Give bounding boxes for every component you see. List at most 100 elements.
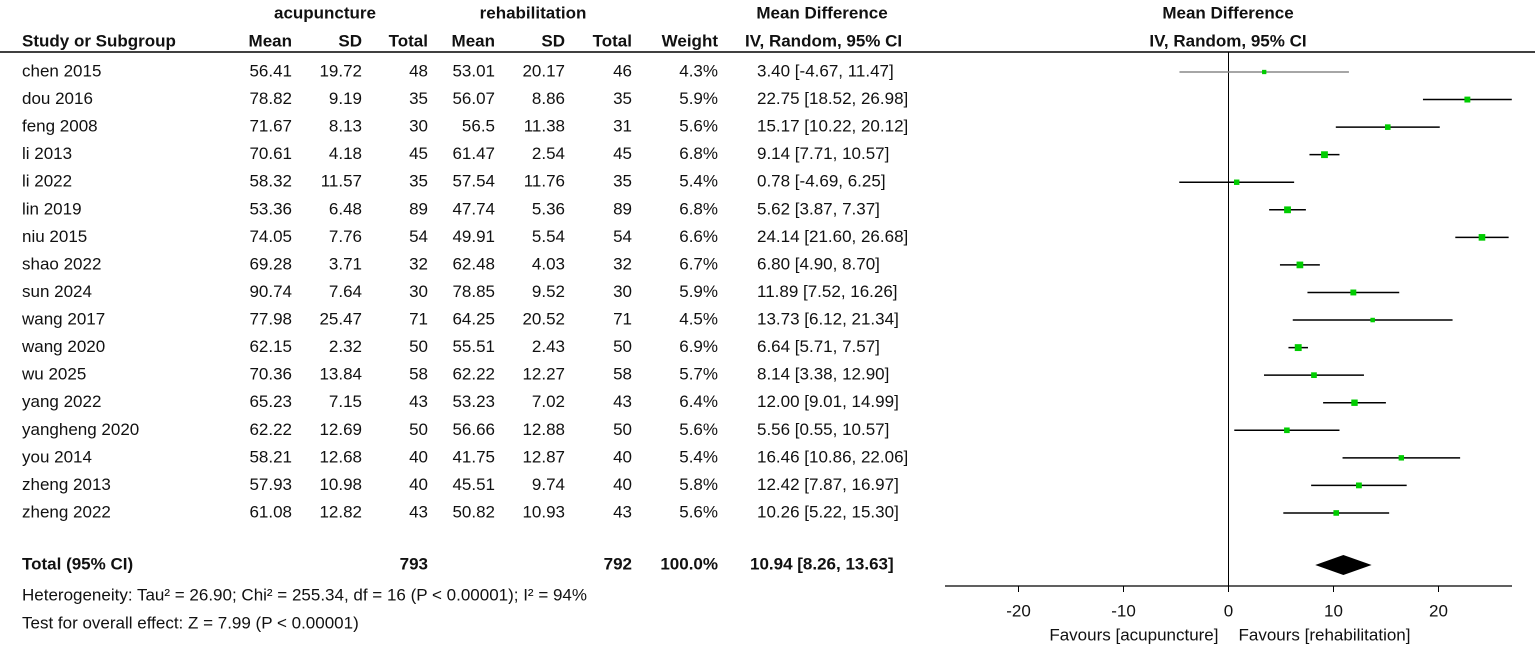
acu-cell: 19.72 <box>319 61 362 80</box>
reh-cell: 12.27 <box>522 365 565 384</box>
weight-label: 6.6% <box>679 227 718 246</box>
weight-label: 5.6% <box>679 502 718 521</box>
total-label: Total (95% CI) <box>22 554 133 573</box>
reh-cell: 11.76 <box>524 172 565 191</box>
study-name: sun 2024 <box>22 282 92 301</box>
ci-label: 5.56 [0.55, 10.57] <box>757 420 889 439</box>
reh-cell: 41.75 <box>452 447 495 466</box>
acu-cell: 90.74 <box>249 282 292 301</box>
ci-label: 10.26 [5.22, 15.30] <box>757 502 899 521</box>
reh-cell: 45.51 <box>452 475 495 494</box>
ci-label: 12.42 [7.87, 16.97] <box>757 475 899 494</box>
weight-label: 5.7% <box>679 365 718 384</box>
acu-cell: 62.15 <box>249 337 292 356</box>
reh-cell: 71 <box>613 310 632 329</box>
effect-square <box>1296 261 1304 269</box>
reh-cell: 56.66 <box>452 420 495 439</box>
study-name: li 2022 <box>22 172 72 191</box>
reh-cell: 8.86 <box>532 89 565 108</box>
group-header: rehabilitation <box>480 3 587 22</box>
column-header: SD <box>541 31 565 50</box>
reh-cell: 20.52 <box>522 310 565 329</box>
reh-cell: 10.93 <box>522 502 565 521</box>
reh-cell: 40 <box>613 447 632 466</box>
ci-label: 8.14 [3.38, 12.90] <box>757 365 889 384</box>
acu-cell: 35 <box>409 89 428 108</box>
acu-cell: 58.32 <box>249 172 292 191</box>
study-name: li 2013 <box>22 144 72 163</box>
acu-cell: 32 <box>409 254 428 273</box>
reh-cell: 53.23 <box>452 392 495 411</box>
effect-square <box>1284 206 1291 214</box>
effect-square <box>1356 482 1362 489</box>
reh-cell: 2.54 <box>532 144 565 163</box>
acu-cell: 58 <box>409 365 428 384</box>
study-name: you 2014 <box>22 447 92 466</box>
ci-label: 3.40 [-4.67, 11.47] <box>757 61 894 80</box>
acu-cell: 40 <box>409 447 428 466</box>
reh-cell: 49.91 <box>452 227 495 246</box>
reh-cell: 2.43 <box>532 337 565 356</box>
column-header: Study or Subgroup <box>22 31 176 50</box>
reh-cell: 46 <box>613 61 632 80</box>
acu-cell: 58.21 <box>249 447 292 466</box>
study-name: wang 2017 <box>21 310 105 329</box>
total-reh: 792 <box>604 554 632 573</box>
favours-right: Favours [rehabilitation] <box>1239 625 1411 644</box>
column-header: Weight <box>662 31 719 50</box>
reh-cell: 43 <box>613 502 632 521</box>
reh-cell: 62.22 <box>452 365 495 384</box>
reh-cell: 64.25 <box>452 310 495 329</box>
effect-square <box>1478 234 1486 241</box>
ci-label: 16.46 [10.86, 22.06] <box>757 447 908 466</box>
effect-square <box>1311 372 1317 379</box>
study-name: dou 2016 <box>22 89 93 108</box>
weight-label: 6.9% <box>679 337 718 356</box>
acu-cell: 56.41 <box>249 61 292 80</box>
ci-label: 5.62 [3.87, 7.37] <box>757 199 880 218</box>
acu-cell: 78.82 <box>249 89 292 108</box>
acu-cell: 13.84 <box>319 365 362 384</box>
plot-header: Mean Difference <box>1162 3 1293 22</box>
reh-cell: 5.36 <box>532 199 565 218</box>
acu-cell: 12.69 <box>319 420 362 439</box>
column-header: Total <box>593 31 632 50</box>
x-tick-label: 0 <box>1224 601 1233 620</box>
column-header: Mean <box>249 31 292 50</box>
effect-square <box>1370 317 1375 323</box>
ci-label: 12.00 [9.01, 14.99] <box>757 392 899 411</box>
reh-cell: 5.54 <box>532 227 565 246</box>
overall-test: Test for overall effect: Z = 7.99 (P < 0… <box>22 613 359 632</box>
acu-cell: 30 <box>409 117 428 136</box>
effect-header: Mean Difference <box>756 3 887 22</box>
acu-cell: 7.15 <box>329 392 362 411</box>
acu-cell: 89 <box>409 199 428 218</box>
acu-cell: 35 <box>409 172 428 191</box>
acu-cell: 3.71 <box>329 254 362 273</box>
reh-cell: 62.48 <box>452 254 495 273</box>
reh-cell: 43 <box>613 392 632 411</box>
weight-label: 5.9% <box>679 282 718 301</box>
column-header: IV, Random, 95% CI <box>745 31 902 50</box>
acu-cell: 74.05 <box>249 227 292 246</box>
acu-cell: 12.82 <box>319 502 362 521</box>
acu-cell: 7.76 <box>329 227 362 246</box>
acu-cell: 45 <box>409 144 428 163</box>
acu-cell: 69.28 <box>249 254 292 273</box>
weight-label: 6.8% <box>679 144 718 163</box>
reh-cell: 53.01 <box>452 61 495 80</box>
reh-cell: 58 <box>613 365 632 384</box>
plot-header: IV, Random, 95% CI <box>1149 31 1306 50</box>
x-tick-label: -10 <box>1111 601 1136 620</box>
acu-cell: 40 <box>409 475 428 494</box>
study-name: yangheng 2020 <box>22 420 139 439</box>
acu-cell: 8.13 <box>329 117 362 136</box>
acu-cell: 9.19 <box>329 89 362 108</box>
weight-label: 4.5% <box>679 310 718 329</box>
acu-cell: 11.57 <box>321 172 362 191</box>
acu-cell: 77.98 <box>249 310 292 329</box>
ci-label: 11.89 [7.52, 16.26] <box>757 282 898 301</box>
acu-cell: 70.36 <box>249 365 292 384</box>
acu-cell: 4.18 <box>329 144 362 163</box>
